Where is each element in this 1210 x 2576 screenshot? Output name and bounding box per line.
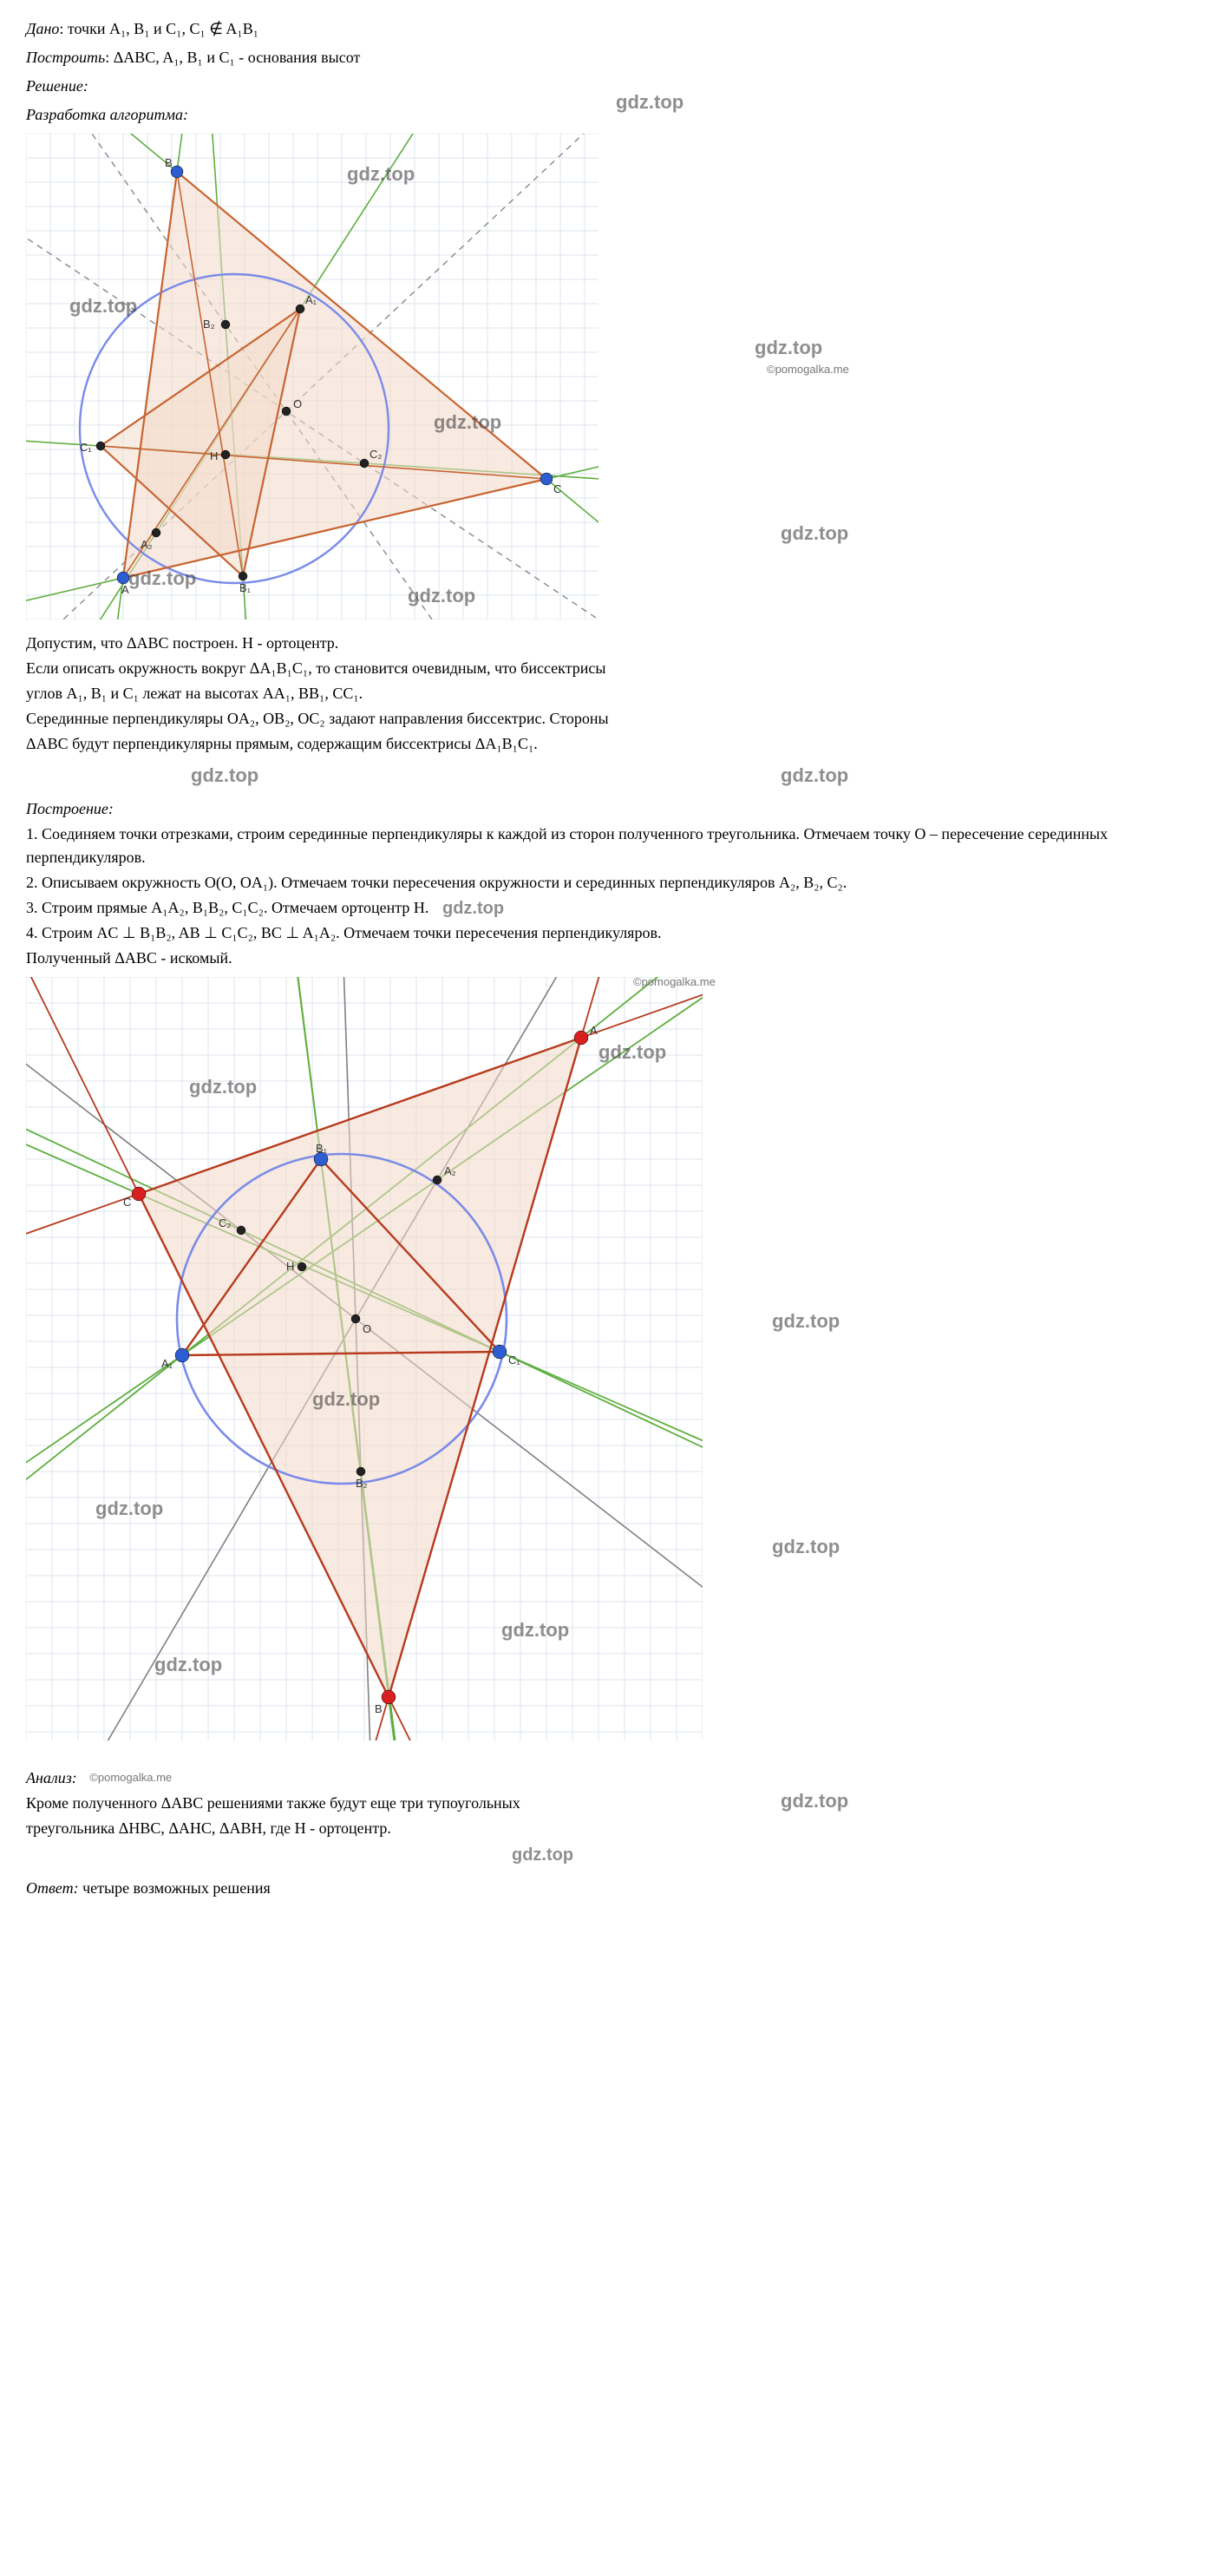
svg-text:A₂: A₂ (141, 538, 153, 551)
svg-text:O: O (293, 397, 302, 410)
figure-2-wrap: ©pomogalka.me ABCA₁B₁C₁A₂B₂C₂OHgdz.topgd… (26, 977, 911, 1740)
construct-text: : ΔABC, A₁, B₁ и C₁ - основания высот (105, 49, 360, 66)
svg-text:B₁: B₁ (316, 1142, 328, 1155)
svg-text:A₂: A₂ (444, 1164, 456, 1177)
step-text: 3. Строим прямые A₁A₂, B₁B₂, C₁C₂. Отмеч… (26, 896, 1184, 920)
pomogalka-credit: ©pomogalka.me (89, 1771, 172, 1784)
svg-text:gdz.top: gdz.top (598, 1041, 666, 1063)
svg-text:gdz.top: gdz.top (154, 1654, 222, 1675)
step-text: 2. Описываем окружность O(O, OA₁). Отмеч… (26, 871, 1184, 895)
explain-text: ΔABC будут перпендикулярны прямым, содер… (26, 732, 1184, 756)
svg-text:H: H (210, 449, 218, 462)
svg-text:O: O (363, 1322, 371, 1335)
construct-line: Построить: ΔABC, A₁, B₁ и C₁ - основания… (26, 46, 1184, 69)
svg-text:C₁: C₁ (508, 1354, 520, 1367)
svg-text:A: A (590, 1024, 598, 1037)
svg-text:A₁: A₁ (305, 293, 317, 306)
explanation-block: Допустим, что ΔABC построен. H - ортоцен… (26, 632, 1184, 756)
svg-text:A₁: A₁ (161, 1357, 173, 1370)
analysis-label: Анализ: (26, 1769, 77, 1786)
figure-2-svg: A B C A₁ B₁ C₁ A₂ B₂ C₂ O Hgdz.top gdz.top gdz.top gd… (26, 977, 703, 1740)
svg-text:B: B (375, 1702, 383, 1715)
pomogalka-credit: ©pomogalka.me (767, 361, 849, 378)
answer-text: четыре возможных решения (79, 1879, 271, 1897)
svg-text:gdz.top: gdz.top (95, 1498, 163, 1519)
explain-text: углов A₁, B₁ и C₁ лежат на высотах AA₁, … (26, 682, 1184, 705)
step-text: 1. Соединяем точки отрезками, строим сер… (26, 823, 1184, 869)
svg-text:gdz.top: gdz.top (312, 1388, 380, 1410)
svg-text:gdz.top: gdz.top (128, 567, 196, 589)
svg-text:gdz.top: gdz.top (189, 1076, 257, 1098)
figure-1-wrap: ABCA₁B₁C₁A₂B₂C₂OHgdz.topgdz.topgdz.topgd… (26, 134, 876, 619)
explain-text: Серединные перпендикуляры OA₂, OB₂, OC₂ … (26, 707, 1184, 731)
given-label: Дано (26, 20, 59, 37)
analysis-block: Анализ: ©pomogalka.me Кроме полученного … (26, 1766, 1184, 1865)
algorithm-label: Разработка алгоритма: (26, 103, 1184, 127)
explain-text: Если описать окружность вокруг ΔA₁B₁C₁, … (26, 657, 1184, 680)
watermark: gdz.top (772, 1307, 840, 1335)
svg-text:gdz.top: gdz.top (347, 163, 415, 185)
analysis-text: треугольника ΔHBC, ΔAHC, ΔABH, где H - о… (26, 1817, 1184, 1840)
svg-text:B₁: B₁ (239, 581, 252, 594)
analysis-text: Кроме полученного ΔABC решениями также б… (26, 1792, 1184, 1815)
svg-text:gdz.top: gdz.top (501, 1619, 569, 1641)
construction-label: Построение: (26, 797, 1184, 821)
svg-text:C₂: C₂ (370, 448, 382, 461)
watermark: gdz.top (191, 761, 258, 790)
explain-text: Допустим, что ΔABC построен. H - ортоцен… (26, 632, 1184, 655)
step-text: 4. Строим AC ⊥ B₁B₂, AB ⊥ C₁C₂, BC ⊥ A₁A… (26, 921, 1184, 945)
svg-text:gdz.top: gdz.top (434, 411, 501, 433)
svg-text:B₂: B₂ (356, 1477, 368, 1490)
figure-2: A B C A₁ B₁ C₁ A₂ B₂ C₂ O Hgdz.top gdz.top gdz.top gd… (26, 977, 703, 1740)
answer-block: Ответ: четыре возможных решения (26, 1877, 1184, 1900)
construct-label: Построить (26, 49, 105, 66)
svg-text:C: C (123, 1196, 131, 1209)
svg-text:C: C (553, 482, 561, 495)
svg-text:B₂: B₂ (203, 318, 215, 331)
solution-label: Решение: (26, 75, 1184, 98)
figure-1: ABCA₁B₁C₁A₂B₂C₂OHgdz.topgdz.topgdz.topgd… (26, 134, 598, 619)
answer-label: Ответ: (26, 1879, 79, 1897)
result-text: Полученный ΔABC - искомый. (26, 947, 1184, 970)
watermark: gdz.top (781, 519, 848, 547)
given-line: Дано: точки A₁, B₁ и C₁, C₁ ∉ A₁B₁ (26, 17, 1184, 41)
watermark: gdz.top (781, 761, 848, 790)
watermark: gdz.top (512, 1842, 573, 1868)
watermark: gdz.top (755, 333, 822, 362)
construction-block: Построение: 1. Соединяем точки отрезками… (26, 797, 1184, 970)
svg-text:H: H (286, 1260, 294, 1273)
svg-text:gdz.top: gdz.top (69, 295, 137, 317)
watermark: gdz.top (772, 1532, 840, 1561)
svg-text:B: B (165, 156, 173, 169)
svg-text:gdz.top: gdz.top (408, 585, 475, 606)
given-text: : точки A₁, B₁ и C₁, C₁ ∉ A₁B₁ (59, 20, 258, 37)
figure-1-svg: ABCA₁B₁C₁A₂B₂C₂OHgdz.topgdz.topgdz.topgd… (26, 134, 598, 619)
svg-text:C₂: C₂ (219, 1216, 231, 1229)
svg-text:C₁: C₁ (80, 441, 92, 454)
